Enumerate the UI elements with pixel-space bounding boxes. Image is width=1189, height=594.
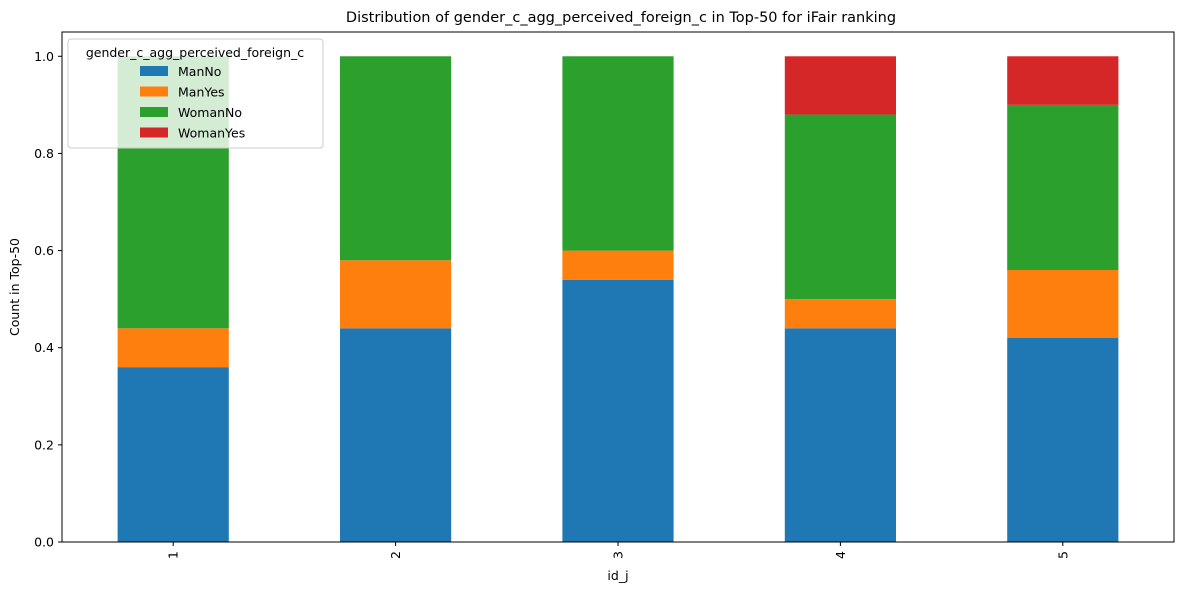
bar-womanno-3	[562, 56, 674, 251]
bar-manno-4	[784, 328, 896, 542]
legend-label-manyes: ManYes	[178, 85, 225, 100]
legend-items: ManNo ManYes WomanNo WomanYes	[140, 64, 245, 141]
x-tick-label: 4	[833, 551, 848, 559]
bar-womanyes-4	[784, 56, 896, 115]
legend-label-womanno: WomanNo	[178, 105, 242, 120]
bar-manno-3	[562, 279, 674, 542]
bar-manyes-3	[562, 250, 674, 280]
legend-frame	[67, 38, 324, 149]
bar-manyes-5	[1007, 270, 1119, 338]
bar-manno-2	[340, 328, 452, 542]
bar-manno-1	[117, 367, 229, 542]
y-tick-label: 0.0	[34, 535, 54, 550]
bar-womanno-4	[784, 114, 896, 300]
x-tick-label: 3	[611, 551, 626, 559]
bar-manyes-1	[117, 328, 229, 368]
legend-label-manno: ManNo	[178, 64, 221, 79]
y-axis-label: Count in Top-50	[7, 238, 22, 336]
x-axis: 1 2 3 4 5	[166, 542, 1070, 559]
bar-manyes-4	[784, 299, 896, 329]
y-tick-label: 0.2	[34, 437, 54, 452]
bar-manno-5	[1007, 338, 1119, 542]
legend-label-womanyes: WomanYes	[178, 126, 245, 141]
chart-title: Distribution of gender_c_agg_perceived_f…	[346, 10, 896, 26]
x-axis-label: id_j	[607, 568, 628, 583]
bar-womanno-5	[1007, 104, 1119, 270]
bar-womanno-2	[340, 56, 452, 261]
legend-title: gender_c_agg_perceived_foreign_c	[86, 45, 304, 60]
y-axis: 0.0 0.2 0.4 0.6 0.8 1.0	[34, 49, 62, 550]
bars-layer	[117, 56, 1119, 542]
y-tick-label: 0.4	[34, 340, 54, 355]
x-tick-label: 1	[166, 551, 181, 559]
legend-swatch-manyes	[140, 86, 168, 97]
legend-swatch-womanno	[140, 107, 168, 117]
bar-womanyes-5	[1007, 56, 1119, 105]
y-tick-label: 0.8	[34, 146, 54, 161]
bar-manyes-2	[340, 260, 452, 329]
y-tick-label: 1.0	[34, 49, 54, 64]
y-tick-label: 0.6	[34, 243, 54, 258]
legend-swatch-womanyes	[140, 127, 168, 138]
legend-swatch-manno	[140, 66, 168, 76]
legend: gender_c_agg_perceived_foreign_c ManNoMa…	[67, 38, 324, 149]
x-tick-label: 2	[388, 551, 403, 559]
x-tick-label: 5	[1055, 551, 1070, 559]
